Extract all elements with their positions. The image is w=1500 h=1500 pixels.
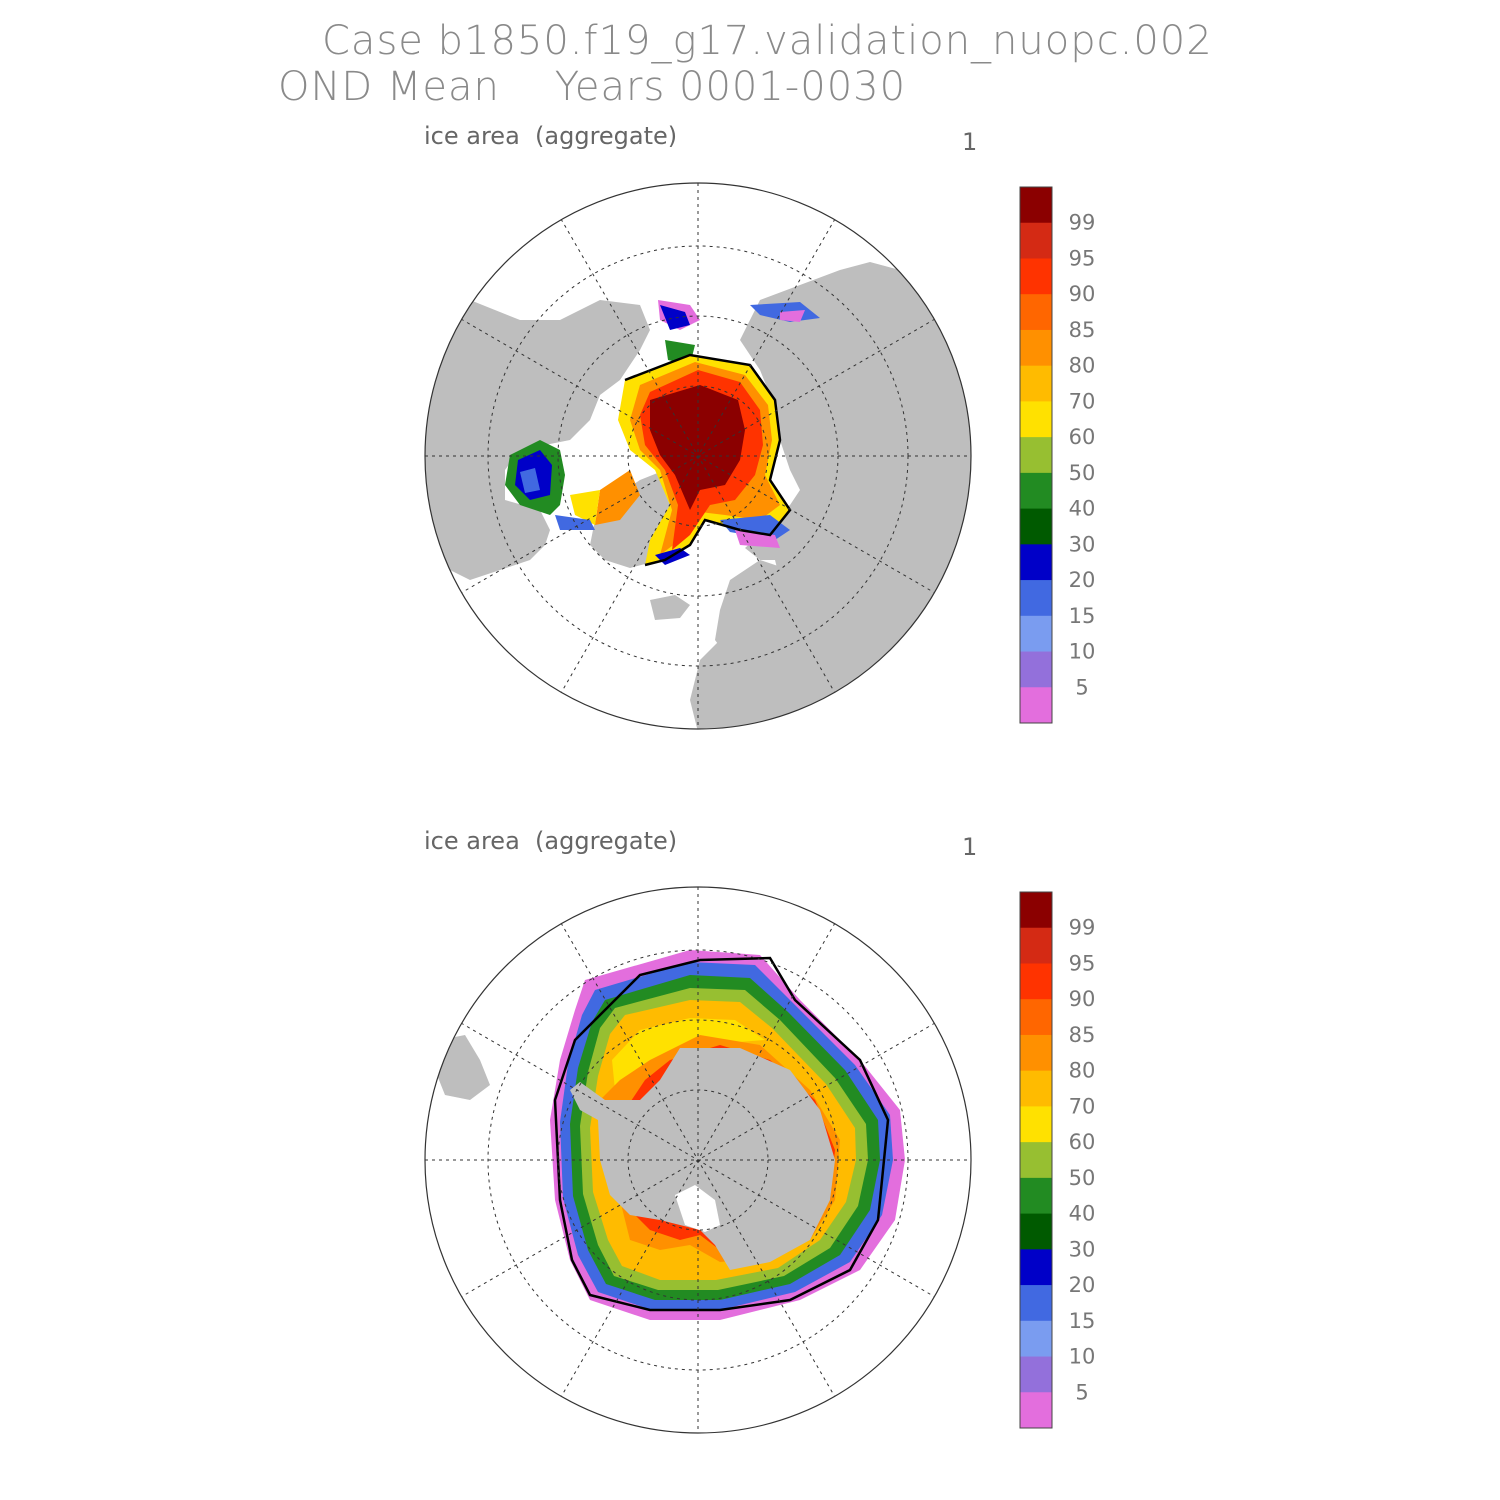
colorbar-arctic-tick-label: 40: [1069, 497, 1096, 521]
colorbar-arctic-swatch: [1020, 222, 1052, 259]
colorbar-arctic-swatch: [1020, 544, 1052, 581]
arctic-land-scandinavia: [715, 560, 800, 660]
colorbar-arctic-tick-label: 90: [1069, 282, 1096, 306]
antarctic-panel-number: 1: [962, 833, 978, 861]
arctic-land-north-america: [425, 300, 650, 580]
colorbar-antarctic-swatch: [1020, 963, 1052, 1000]
colorbar-arctic-swatch: [1020, 687, 1052, 724]
colorbar-antarctic-tick-label: 60: [1069, 1130, 1096, 1154]
arctic-ice-edge-contour: [624, 353, 792, 567]
colorbar-antarctic-tick-label: 70: [1069, 1094, 1096, 1118]
colorbar-antarctic-tick-label: 99: [1069, 916, 1096, 940]
colorbar-arctic-swatch: [1020, 329, 1052, 367]
colorbar-arctic-swatch: [1020, 437, 1052, 474]
colorbar-arctic-tick-label: 30: [1069, 532, 1096, 556]
colorbar-arctic-swatch: [1020, 187, 1052, 224]
colorbar-arctic-swatch: [1020, 294, 1052, 331]
colorbar-antarctic-swatch: [1020, 999, 1052, 1036]
colorbar-antarctic-swatch: [1020, 1213, 1052, 1250]
colorbar-arctic-swatch: [1020, 580, 1052, 617]
colorbar-antarctic-tick-label: 90: [1069, 987, 1096, 1011]
antarctic-land-antarctica: [570, 1048, 835, 1270]
colorbar-arctic-tick-label: 85: [1069, 318, 1096, 342]
colorbar-antarctic-swatch: [1020, 892, 1052, 929]
arctic-graticule: [425, 183, 971, 729]
colorbar-antarctic-tick-label: 30: [1069, 1237, 1096, 1261]
colorbar-arctic-swatch: [1020, 651, 1052, 688]
colorbar-arctic-tick-label: 80: [1069, 354, 1096, 378]
arctic-sea-ice: [505, 300, 820, 565]
colorbar-arctic-tick-label: 5: [1075, 675, 1088, 699]
colorbar-arctic-tick-label: 50: [1069, 461, 1096, 485]
colorbar-antarctic-tick-label: 5: [1075, 1380, 1088, 1404]
colorbar-arctic-swatch: [1020, 615, 1052, 653]
arctic-land-iceland: [650, 595, 690, 620]
arctic-map-border: [424, 182, 972, 730]
colorbar-arctic-tick-label: 99: [1069, 211, 1096, 235]
colorbar-antarctic-tick-label: 95: [1069, 951, 1096, 975]
colorbar-antarctic-tick-label: 15: [1069, 1309, 1096, 1333]
colorbar-antarctic-swatch: [1020, 1356, 1052, 1393]
colorbar-antarctic-swatch: [1020, 1320, 1052, 1358]
antarctic-panel-label: ice area (aggregate): [424, 827, 678, 855]
colorbar-arctic-tick-label: 15: [1069, 604, 1096, 628]
colorbar-antarctic-tick-label: 50: [1069, 1166, 1096, 1190]
antarctic-map-border: [424, 886, 972, 1434]
colorbar-antarctic-frame: [1019, 891, 1053, 1429]
colorbar-antarctic-swatch: [1020, 1249, 1052, 1286]
antarctic-land-south-america: [435, 1035, 490, 1100]
colorbar-antarctic-swatch: [1020, 1142, 1052, 1179]
colorbar-arctic-tick-label: 95: [1069, 246, 1096, 270]
arctic-polar-map: [424, 182, 972, 730]
colorbar-antarctic-swatch: [1020, 1034, 1052, 1072]
colorbar-antarctic-tick-label: 10: [1069, 1345, 1096, 1369]
colorbar-antarctic-tick-label: 85: [1069, 1023, 1096, 1047]
colorbar-antarctic: 99 95 90 85 80 70 60 50 40 30 20 15 10 5: [1019, 891, 1096, 1429]
plot-title-period: OND Mean Years 0001-0030: [278, 64, 907, 110]
colorbar-arctic-tick-label: 10: [1069, 640, 1096, 664]
antarctic-ice-edge-contour: [553, 956, 890, 1312]
colorbar-antarctic-swatch: [1020, 1106, 1052, 1143]
colorbar-arctic: 99 95 90 85 80 70 60 50 40 30 20 15 10 5: [1019, 186, 1096, 724]
colorbar-arctic-tick-label: 60: [1069, 425, 1096, 449]
colorbar-antarctic-tick-label: 40: [1069, 1202, 1096, 1226]
colorbar-antarctic-tick-label: 20: [1069, 1273, 1096, 1297]
colorbar-arctic-swatch: [1020, 508, 1052, 545]
colorbar-arctic-tick-label: 20: [1069, 568, 1096, 592]
colorbar-arctic-tick-label: 70: [1069, 389, 1096, 413]
colorbar-antarctic-swatch: [1020, 927, 1052, 964]
arctic-panel-label: ice area (aggregate): [424, 122, 678, 150]
colorbar-antarctic-tick-label: 80: [1069, 1059, 1096, 1083]
plot-title-case: Case b1850.f19_g17.validation_nuopc.002: [322, 18, 1213, 64]
antarctic-ross-ice-shelf: [675, 1185, 720, 1232]
colorbar-antarctic-swatch: [1020, 1177, 1052, 1215]
arctic-panel-number: 1: [962, 128, 978, 156]
colorbar-antarctic-swatch: [1020, 1070, 1052, 1107]
antarctic-graticule: [425, 887, 971, 1433]
colorbar-arctic-swatch: [1020, 401, 1052, 438]
colorbar-antarctic-swatch: [1020, 1392, 1052, 1429]
colorbar-antarctic-swatch: [1020, 1285, 1052, 1322]
colorbar-arctic-frame: [1019, 186, 1053, 724]
colorbar-arctic-swatch: [1020, 472, 1052, 510]
antarctic-polar-map: [424, 886, 972, 1434]
colorbar-arctic-swatch: [1020, 365, 1052, 402]
colorbar-arctic-swatch: [1020, 258, 1052, 295]
